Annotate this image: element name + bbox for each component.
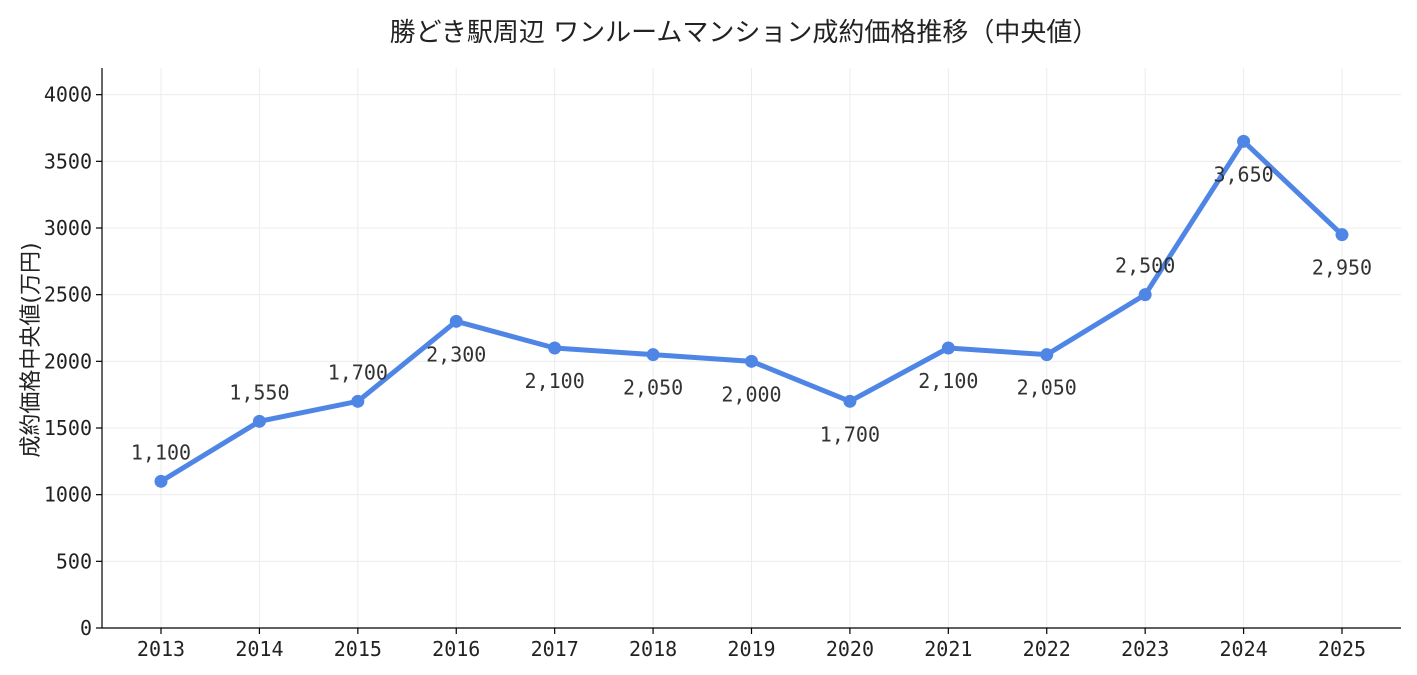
data-point [449, 314, 463, 328]
data-point [252, 414, 266, 428]
y-tick-label: 3500 [44, 149, 92, 173]
y-tick-label: 2000 [44, 349, 92, 373]
data-label: 2,500 [1115, 254, 1175, 278]
x-tick-label: 2013 [137, 637, 185, 661]
y-tick-label: 4000 [44, 83, 92, 107]
data-point [548, 341, 562, 355]
y-tick-label: 3000 [44, 216, 92, 240]
y-axis-label: 成約価格中央値(万円) [19, 242, 44, 457]
x-tick-label: 2020 [826, 637, 874, 661]
data-label-layer: 1,100 1,550 1,700 2,300 2,100 2,050 2,000 1,700… [131, 162, 1372, 464]
x-tick-label: 2016 [432, 637, 480, 661]
x-tick-label: 2018 [629, 637, 677, 661]
data-label: 1,100 [131, 440, 191, 464]
data-label: 1,700 [820, 422, 880, 446]
data-label: 2,100 [525, 369, 585, 393]
y-tick-label: 2500 [44, 283, 92, 307]
x-tick-label: 2025 [1318, 637, 1366, 661]
data-point [646, 348, 660, 362]
y-tick-label: 1500 [44, 416, 92, 440]
data-point [941, 341, 955, 355]
x-tick-label: 2014 [235, 637, 283, 661]
data-label: 2,000 [721, 382, 781, 406]
data-label: 2,300 [426, 342, 486, 366]
data-label: 2,950 [1312, 256, 1372, 280]
data-point [1237, 134, 1251, 148]
data-label: 2,050 [623, 376, 683, 400]
axis-layer: 0 500 1000 1500 2000 2500 3000 3500 4000 2013 2014… [44, 68, 1401, 661]
data-point [1335, 228, 1349, 242]
series-layer [154, 134, 1349, 488]
data-label: 2,050 [1017, 376, 1077, 400]
data-label: 1,550 [229, 380, 289, 404]
data-label: 1,700 [328, 360, 388, 384]
data-point [154, 474, 168, 488]
chart-title: 勝どき駅周辺 ワンルームマンション成約価格推移（中央値） [390, 18, 1099, 48]
y-tick-label: 500 [56, 549, 92, 573]
x-tick-label: 2015 [334, 637, 382, 661]
data-label: 2,100 [918, 369, 978, 393]
x-tick-label: 2017 [531, 637, 579, 661]
data-point [745, 354, 758, 368]
data-point [843, 394, 857, 408]
data-point [1138, 288, 1152, 302]
data-point [1040, 348, 1054, 362]
grid-layer [102, 68, 1401, 628]
x-tick-label: 2022 [1023, 637, 1071, 661]
data-label: 3,650 [1213, 162, 1273, 186]
x-tick-label: 2023 [1121, 637, 1169, 661]
data-point [351, 394, 365, 408]
x-tick-label: 2021 [924, 637, 972, 661]
y-tick-label: 1000 [44, 483, 92, 507]
y-tick-label: 0 [80, 616, 92, 640]
x-tick-label: 2024 [1219, 637, 1267, 661]
x-tick-label: 2019 [727, 637, 775, 661]
